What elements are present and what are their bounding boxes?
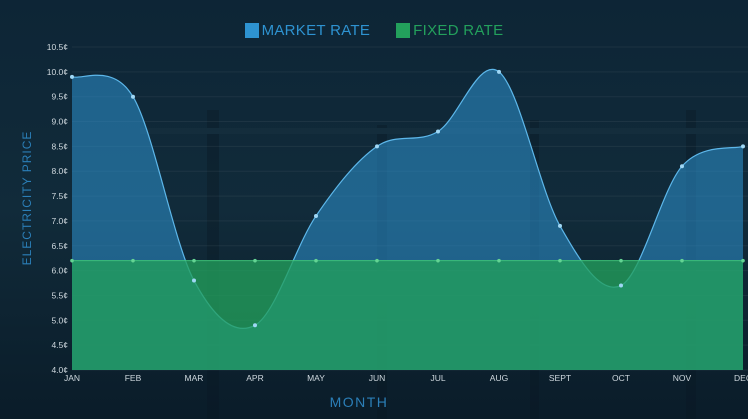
market-rate-point (436, 129, 440, 134)
fixed-rate-point (558, 258, 562, 263)
legend-item-fixed[interactable]: FIXED RATE (396, 22, 503, 39)
legend-label-market: MARKET RATE (261, 22, 371, 39)
market-rate-point (619, 283, 623, 288)
fixed-rate-point (192, 258, 196, 263)
market-rate-point (253, 323, 257, 328)
x-tick-label: SEPT (549, 373, 571, 383)
legend-item-market[interactable]: MARKET RATE (244, 22, 371, 39)
legend: MARKET RATE FIXED RATE (0, 22, 748, 39)
x-tick-label: NOV (673, 373, 692, 383)
market-rate-point (375, 144, 379, 149)
fixed-rate-swatch (396, 23, 411, 38)
market-rate-point (192, 278, 196, 283)
fixed-rate-point (680, 258, 684, 263)
market-rate-point (131, 94, 135, 99)
market-rate-point (741, 144, 745, 149)
x-tick-label: APR (246, 373, 263, 383)
x-axis-title: MONTH (329, 394, 389, 410)
fixed-rate-point (314, 258, 318, 263)
fixed-rate-point (131, 258, 135, 263)
x-tick-label: OCT (612, 373, 630, 383)
market-rate-point (314, 213, 318, 218)
market-rate-point (70, 74, 74, 79)
y-tick-label: 9.0¢ (51, 117, 68, 127)
y-tick-label: 8.5¢ (51, 141, 68, 151)
market-rate-point (680, 164, 684, 169)
fixed-rate-point (253, 258, 257, 263)
fixed-rate-point (619, 258, 623, 263)
y-tick-label: 5.5¢ (51, 290, 68, 300)
x-tick-label: MAR (185, 373, 204, 383)
x-tick-label: JUN (369, 373, 386, 383)
fixed-rate-area (72, 260, 743, 370)
y-axis-ticks: 4.0¢ 4.5¢ 5.0¢ 5.5¢ 6.0¢ 6.5¢ 7.0¢ 7.5¢ 8.0¢ 8.5¢… (47, 42, 69, 375)
y-tick-label: 5.0¢ (51, 315, 68, 325)
y-tick-label: 6.5¢ (51, 241, 68, 251)
y-tick-label: 9.5¢ (51, 92, 68, 102)
fixed-rate-point (497, 258, 501, 263)
y-tick-label: 10.0¢ (47, 67, 69, 77)
market-rate-point (497, 69, 501, 74)
fixed-rate-point (375, 258, 379, 263)
market-rate-swatch (244, 23, 259, 38)
y-tick-label: 4.0¢ (51, 365, 68, 375)
y-tick-label: 4.5¢ (51, 340, 68, 350)
y-tick-label: 8.0¢ (51, 166, 68, 176)
x-tick-label: JAN (64, 373, 80, 383)
x-tick-label: MAY (307, 373, 325, 383)
y-axis-title: ELECTRICITY PRICE (20, 130, 34, 266)
fixed-rate-point (741, 258, 745, 263)
fixed-rate-point (436, 258, 440, 263)
legend-label-fixed: FIXED RATE (413, 22, 504, 39)
x-tick-label: AUG (490, 373, 508, 383)
y-tick-label: 7.0¢ (51, 216, 68, 226)
y-tick-label: 7.5¢ (51, 191, 68, 201)
x-axis-ticks: JAN FEB MAR APR MAY JUN JUL AUG SEPT OCT NOV DEC (64, 373, 748, 383)
x-tick-label: JUL (430, 373, 445, 383)
market-rate-point (558, 223, 562, 228)
y-tick-label: 10.5¢ (47, 42, 69, 52)
x-tick-label: DEC (734, 373, 748, 383)
fixed-rate-point (70, 258, 74, 263)
y-tick-label: 6.0¢ (51, 266, 68, 276)
data-points (70, 69, 745, 328)
x-tick-label: FEB (125, 373, 142, 383)
